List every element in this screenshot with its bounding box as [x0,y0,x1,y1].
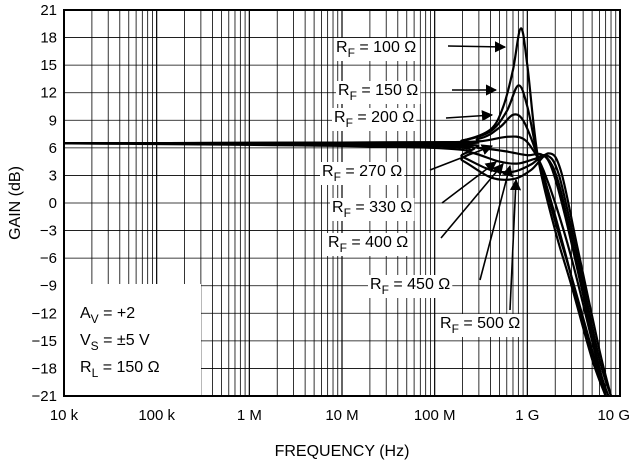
x-tick-label: 100 M [414,407,456,424]
curve-label-background [320,162,405,185]
curve-label: RF = 500 Ω [440,315,520,336]
x-axis-label: FREQUENCY (Hz) [275,443,410,460]
condition-label: AV = +2 [80,305,135,326]
x-tick-label: 1 M [237,407,262,424]
callout-arrow [445,110,494,122]
y-tick-label: −3 [40,223,57,240]
curve-label: RF = 200 Ω [334,109,414,130]
curve-label-background [326,233,411,256]
condition-label: RL = 150 Ω [80,359,160,380]
x-tick-labels: 10 k 100 k 1 M 10 M 100 M 1 G 10 G [50,407,630,424]
callout-arrow [429,144,494,171]
curve-label-background [368,275,453,298]
plot-frame [63,9,621,397]
callout-arrow [447,41,507,53]
x-tick-label: 10 k [50,407,79,424]
curve-label-background [336,81,421,104]
condition-label: VS = ±5 V [80,332,150,353]
x-tick-label: 1 G [515,407,539,424]
y-axis-label: GAIN (dB) [7,166,24,240]
curve-label: RF = 150 Ω [338,82,418,103]
y-tick-label: −15 [32,333,57,350]
y-tick-label: 18 [40,30,57,47]
y-tick-label: −6 [40,250,57,267]
curve-label-background [330,198,415,221]
curve-label-background [332,108,417,131]
test-conditions-box: AV = +2 VS = ±5 V RL = 150 Ω [65,284,201,395]
callout-arrow [509,178,522,311]
x-tick-label: 10 M [325,407,358,424]
callout-arrow [440,163,504,239]
callout-arrow [441,161,497,204]
curve-callouts: RF = 100 Ω RF = 150 Ω RF = 200 Ω RF = 270 Ω… [320,38,523,337]
curve-label-background [334,38,419,61]
callout-arrow [479,164,513,281]
y-tick-label: −18 [32,360,57,377]
curve-label-background [438,314,523,337]
y-tick-label: 9 [49,112,57,129]
y-tick-labels: 21 18 15 12 9 6 3 0 −3 −6 −9 −12 −15 −18 −21 [32,2,57,405]
gain-curves [64,27,613,396]
gain-curve-7 [64,142,613,396]
x-tick-label: 100 k [138,407,175,424]
conditions-background [65,284,201,395]
curve-label: RF = 100 Ω [336,39,416,60]
y-tick-label: 12 [40,85,57,102]
x-tick-label: 10 G [597,407,630,424]
y-tick-label: 15 [40,57,57,74]
y-tick-label: −12 [32,305,57,322]
curve-label: RF = 400 Ω [328,234,408,255]
curve-label: RF = 330 Ω [332,199,412,220]
y-tick-label: −9 [40,278,57,295]
y-tick-label: 0 [49,195,57,212]
curve-label: RF = 450 Ω [370,276,450,297]
y-tick-label: 6 [49,140,57,157]
y-tick-label: −21 [32,388,57,405]
curve-label: RF = 270 Ω [322,163,402,184]
gain-curve-8 [64,142,613,396]
y-tick-label: 21 [40,2,57,19]
y-tick-label: 3 [49,167,57,184]
